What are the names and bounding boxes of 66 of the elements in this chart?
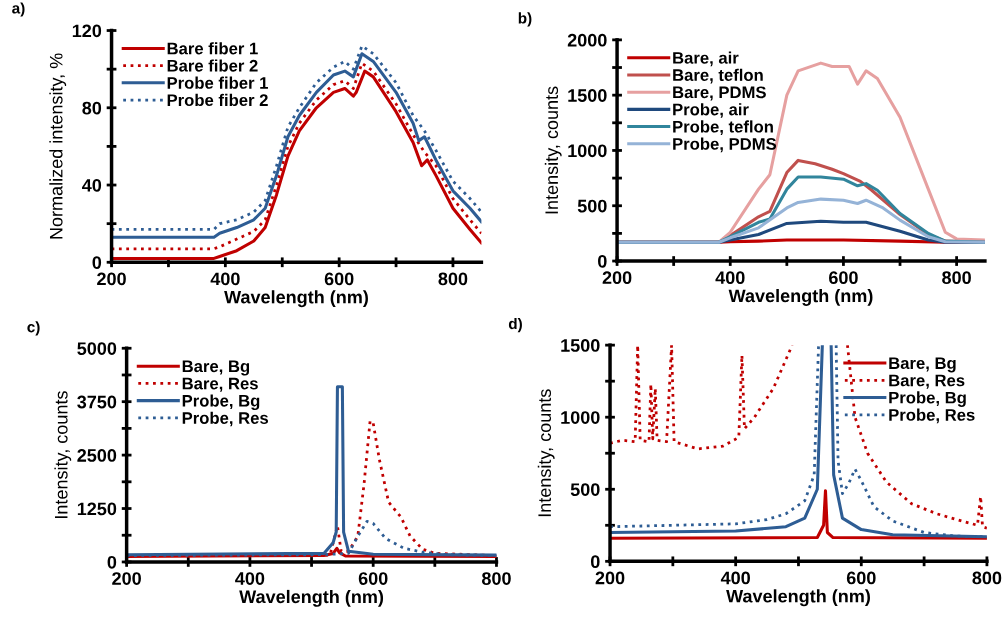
- y-tick-label: 2500: [77, 449, 117, 462]
- legend-label: Bare, teflon: [673, 68, 763, 84]
- y-tick-label: 1000: [568, 144, 607, 158]
- line-series: [610, 489, 987, 540]
- legend-label: Bare, air: [673, 51, 739, 67]
- chart-title: b): [518, 12, 532, 27]
- y-tick-label: 80: [82, 101, 102, 115]
- line-series: [617, 197, 985, 244]
- legend-label: Probe fiber 2: [167, 93, 268, 107]
- y-tick-label: 1500: [568, 89, 607, 102]
- x-tick-label: 600: [358, 572, 388, 585]
- legend-label: Bare, Bg: [889, 357, 956, 373]
- legend-label: Probe, Bg: [889, 391, 966, 407]
- x-tick-label: 400: [720, 571, 750, 585]
- legend-label: Probe, air: [673, 103, 749, 118]
- legend-label: Probe, teflon: [673, 120, 773, 136]
- x-tick-label: 800: [481, 572, 511, 585]
- y-tick-label: 120: [72, 24, 102, 38]
- x-tick-label: 400: [210, 272, 240, 286]
- chart-title: c): [27, 321, 40, 336]
- y-tick-label: 0: [92, 256, 102, 269]
- legend-label: Probe, Res: [182, 411, 269, 427]
- y-axis-title: Normalized intensity, %: [49, 53, 67, 239]
- x-tick-label: 200: [97, 272, 126, 286]
- legend-label: Probe fiber 1: [167, 76, 268, 89]
- y-tick-label: 40: [82, 178, 102, 192]
- x-tick-label: 800: [438, 272, 468, 286]
- x-tick-label: 600: [846, 571, 876, 585]
- legend-label: Bare fiber 2: [167, 59, 258, 72]
- legend-label: Bare, Res: [889, 374, 965, 389]
- y-tick-label: 0: [107, 555, 117, 569]
- x-axis-title: Wavelength (nm): [239, 589, 384, 607]
- x-axis-title: Wavelength (nm): [728, 288, 873, 306]
- y-tick-label: 0: [598, 254, 607, 268]
- y-tick-label: 0: [590, 555, 600, 569]
- y-tick-label: 2000: [567, 33, 607, 47]
- legend-label: Probe, Res: [889, 408, 975, 424]
- legend-label: Bare, PDMS: [673, 86, 766, 101]
- y-tick-label: 500: [577, 199, 607, 213]
- y-tick-label: 3750: [77, 395, 117, 409]
- x-tick-label: 800: [972, 571, 1002, 585]
- chart-title: a): [12, 2, 25, 17]
- x-tick-label: 200: [602, 271, 632, 285]
- x-axis-title: Wavelength (nm): [224, 290, 368, 308]
- y-tick-label: 1000: [561, 411, 600, 424]
- y-axis-title: Intensity, counts: [537, 389, 555, 517]
- x-tick-label: 400: [235, 572, 265, 585]
- legend-label: Probe, PDMS: [673, 137, 777, 153]
- x-tick-label: 600: [324, 272, 354, 286]
- chart-title: d): [508, 317, 522, 333]
- legend-label: Bare, Res: [182, 377, 258, 392]
- y-tick-label: 1250: [77, 502, 117, 516]
- x-tick-label: 200: [112, 572, 141, 585]
- y-tick-label: 5000: [77, 342, 117, 355]
- legend-label: Bare, Bg: [182, 360, 250, 376]
- x-tick-label: 200: [595, 571, 625, 585]
- y-axis-title: Intensity, counts: [544, 86, 562, 214]
- y-tick-label: 1500: [561, 339, 600, 352]
- legend-label: Bare fiber 1: [167, 42, 258, 55]
- y-tick-label: 500: [570, 483, 600, 496]
- x-tick-label: 400: [715, 271, 745, 285]
- x-tick-label: 800: [942, 271, 971, 285]
- x-tick-label: 600: [829, 271, 858, 285]
- y-axis-title: Intensity, counts: [54, 391, 72, 518]
- legend-label: Probe, Bg: [182, 394, 260, 411]
- x-axis-title: Wavelength (nm): [726, 589, 870, 607]
